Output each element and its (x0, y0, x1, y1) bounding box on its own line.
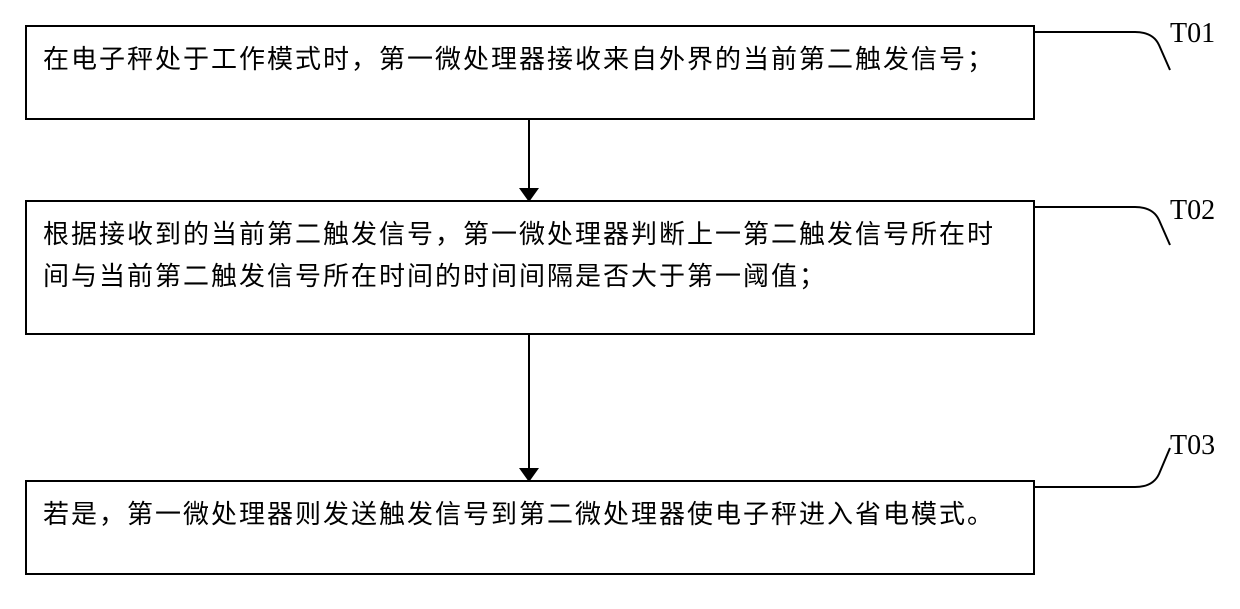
arrow-t02-t03 (528, 335, 530, 470)
flow-box-t02-text: 根据接收到的当前第二触发信号，第一微处理器判断上一第二触发信号所在时间与当前第二… (43, 214, 1017, 297)
flow-box-t03-text: 若是，第一微处理器则发送触发信号到第二微处理器使电子秤进入省电模式。 (43, 494, 1017, 536)
flow-box-t03: 若是，第一微处理器则发送触发信号到第二微处理器使电子秤进入省电模式。 (25, 480, 1035, 575)
connector-t02 (1035, 200, 1175, 250)
flow-box-t01: 在电子秤处于工作模式时，第一微处理器接收来自外界的当前第二触发信号； (25, 25, 1035, 120)
label-t02: T02 (1170, 195, 1215, 227)
flow-box-t01-text: 在电子秤处于工作模式时，第一微处理器接收来自外界的当前第二触发信号； (43, 39, 1017, 81)
flowchart-container: 在电子秤处于工作模式时，第一微处理器接收来自外界的当前第二触发信号； T01 根… (0, 0, 1240, 609)
label-t03: T03 (1170, 430, 1215, 462)
connector-t01 (1035, 25, 1175, 75)
flow-box-t02: 根据接收到的当前第二触发信号，第一微处理器判断上一第二触发信号所在时间与当前第二… (25, 200, 1035, 335)
arrow-t01-t02 (528, 120, 530, 190)
connector-t03 (1035, 440, 1175, 495)
label-t01: T01 (1170, 18, 1215, 50)
